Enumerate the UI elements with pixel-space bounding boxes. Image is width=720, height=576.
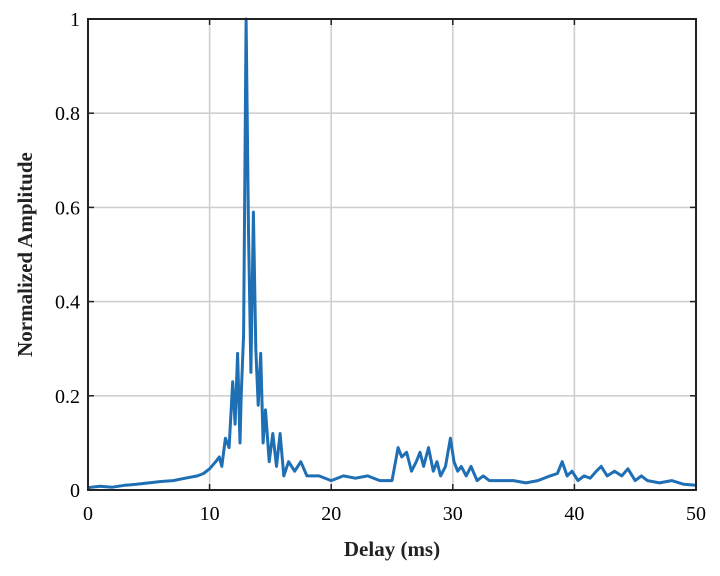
y-tick-label: 0.2 [55, 386, 80, 408]
tick-labels: 0 10 20 30 40 50 0 0.2 0.4 0.6 0.8 1 [55, 9, 706, 525]
y-tick-label: 1 [70, 9, 80, 31]
x-tick-label: 20 [321, 503, 341, 525]
x-axis-label: Delay (ms) [344, 537, 440, 561]
plot-frame [87, 18, 697, 491]
y-tick-label: 0 [70, 480, 80, 502]
series-group [87, 17, 697, 490]
y-tick-label: 0.8 [55, 103, 80, 125]
x-tick-label: 0 [83, 503, 93, 525]
series-line [87, 17, 697, 490]
x-tick-label: 10 [200, 503, 220, 525]
y-axis-label: Normalized Amplitude [13, 152, 37, 357]
x-tick-label: 50 [686, 503, 706, 525]
grid [88, 19, 696, 490]
y-tick-label: 0.4 [55, 292, 80, 314]
y-tick-label: 0.6 [55, 197, 80, 219]
x-tick-label: 30 [443, 503, 463, 525]
x-tick-label: 40 [564, 503, 584, 525]
